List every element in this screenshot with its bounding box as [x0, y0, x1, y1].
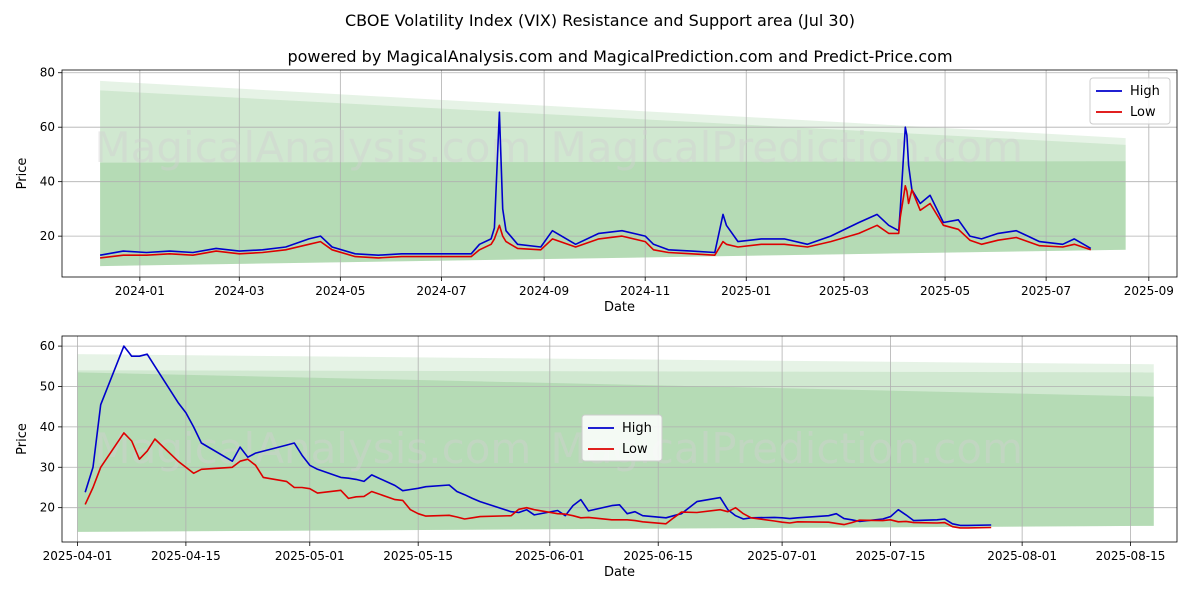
- x-tick-label: 2025-07-15: [856, 549, 926, 563]
- x-tick-label: 2025-03: [819, 284, 869, 298]
- x-tick-label: 2025-05-01: [275, 549, 345, 563]
- x-tick-label: 2025-06-01: [515, 549, 585, 563]
- chart-title: CBOE Volatility Index (VIX) Resistance a…: [345, 11, 855, 30]
- bottom-chart: 2025-04-01 2025-04-15 2025-05-01 2025-05-15…: [15, 335, 1178, 580]
- series-line-high: [84, 345, 992, 527]
- x-tick-label: 2024-07: [416, 284, 466, 298]
- top-chart: 2024-01 2024-03 2024-05 2024-07 2024-09 2024-…: [15, 66, 1178, 315]
- series-line-low: [100, 185, 1092, 259]
- plot-frame: [61, 335, 1178, 543]
- x-tick-label: 2025-08-01: [987, 549, 1057, 563]
- x-tick-label: 2025-05-15: [383, 549, 453, 563]
- legend-label-high: High: [1130, 84, 1160, 99]
- x-axis-label: Date: [604, 565, 635, 580]
- x-tick-label: 2025-06-15: [623, 549, 693, 563]
- x-tick-label: 2025-07-01: [747, 549, 817, 563]
- y-tick-label: 80: [40, 66, 55, 80]
- x-tick-label: 2025-07: [1021, 284, 1071, 298]
- x-tick-label: 2024-05: [315, 284, 365, 298]
- legend-label-low: Low: [1130, 105, 1156, 120]
- x-tick-label: 2024-01: [115, 284, 165, 298]
- band-2: [100, 161, 1126, 267]
- watermark: MagicalAnalysis.com: [94, 123, 531, 172]
- y-tick-label: 40: [40, 420, 55, 434]
- y-tick-label: 60: [40, 120, 55, 134]
- legend-label-high: High: [622, 421, 652, 436]
- y-tick-label: 40: [40, 175, 55, 189]
- x-tick-label: 2025-01: [721, 284, 771, 298]
- watermark: MagicalAnalysis.com: [94, 424, 531, 473]
- y-tick-label: 20: [40, 229, 55, 243]
- x-tick-label: 2025-04-15: [151, 549, 221, 563]
- watermark: MagicalPrediction.com: [551, 123, 1024, 172]
- x-tick-label: 2024-03: [214, 284, 264, 298]
- y-tick-label: 30: [40, 460, 55, 474]
- x-axis-label: Date: [604, 300, 635, 315]
- series-line-high: [99, 111, 1092, 256]
- y-axis-label: Price: [15, 158, 30, 190]
- legend-label-low: Low: [622, 442, 648, 457]
- x-tick-label: 2025-04-01: [43, 549, 113, 563]
- x-tick-label: 2025-08-15: [1096, 549, 1166, 563]
- x-tick-label: 2024-11: [620, 284, 670, 298]
- y-tick-label: 60: [40, 339, 55, 353]
- x-tick-label: 2024-09: [519, 284, 569, 298]
- x-tick-label: 2025-05: [920, 284, 970, 298]
- series-line-low: [84, 432, 992, 529]
- chart-subtitle: powered by MagicalAnalysis.com and Magic…: [287, 47, 952, 66]
- y-tick-label: 50: [40, 379, 55, 393]
- band-1: [100, 90, 1126, 267]
- legend: High Low: [1089, 77, 1171, 125]
- y-tick-label: 20: [40, 501, 55, 515]
- y-axis-label: Price: [15, 423, 30, 455]
- plot-frame: [61, 69, 1178, 278]
- x-tick-label: 2025-09: [1124, 284, 1174, 298]
- legend: High Low: [581, 414, 663, 462]
